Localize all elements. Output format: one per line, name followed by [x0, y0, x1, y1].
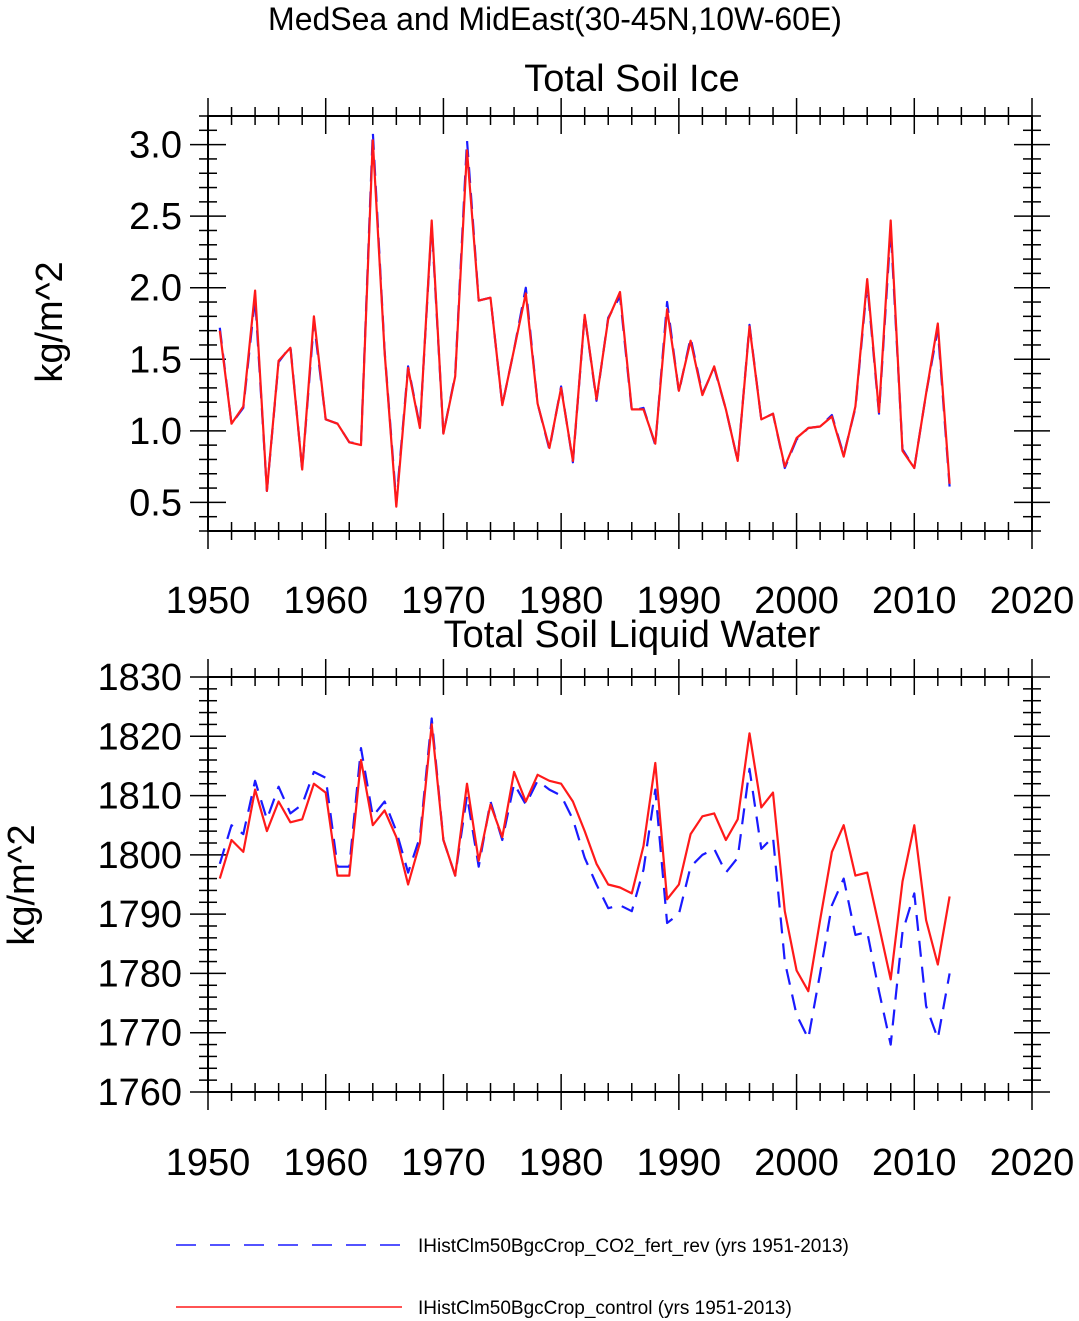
y-tick-label: 1760 [97, 1072, 182, 1114]
x-tick-label: 1960 [283, 1142, 368, 1184]
panel-title: Total Soil Ice [524, 58, 739, 100]
y-tick-label: 1.5 [129, 339, 182, 381]
y-tick-label: 0.5 [129, 482, 182, 524]
x-tick-label: 1970 [401, 1142, 486, 1184]
series-line-control [218, 139, 951, 508]
series-line-control [218, 723, 951, 993]
y-tick-label: 1800 [97, 835, 182, 877]
y-tick-label: 3.0 [129, 125, 182, 167]
panel-title: Total Soil Liquid Water [444, 614, 821, 656]
y-tick-label: 1820 [97, 716, 182, 758]
x-tick-label: 1980 [519, 1142, 604, 1184]
x-tick-label: 2010 [872, 1142, 957, 1184]
panel-total-soil-liquid-water: Total Soil Liquid Water kg/m^2 1950 1960 197… [1, 614, 1074, 1184]
x-tick-label: 2000 [754, 580, 839, 622]
x-tick-label: 1950 [166, 580, 251, 622]
figure-title: MedSea and MidEast(30-45N,10W-60E) [268, 1, 842, 37]
x-tick-label: 1990 [637, 1142, 722, 1184]
plot-frame [207, 115, 1033, 532]
y-tick-label: 2.5 [129, 196, 182, 238]
series-line-co2-fert-rev [218, 717, 951, 1046]
x-tick-label: 1960 [283, 580, 368, 622]
x-tick-label: 1970 [401, 580, 486, 622]
y-tick-label: 1.0 [129, 411, 182, 453]
x-tick-label: 1950 [166, 1142, 251, 1184]
x-tick-label: 2010 [872, 580, 957, 622]
x-tick-label: 1980 [519, 580, 604, 622]
y-tick-label: 1770 [97, 1013, 182, 1055]
y-tick-label: 2.0 [129, 268, 182, 310]
x-tick-label: 2020 [990, 580, 1075, 622]
plot-frame [207, 676, 1033, 1093]
legend-label: IHistClm50BgcCrop_control (yrs 1951-2013… [418, 1298, 792, 1319]
x-tick-label: 1990 [637, 580, 722, 622]
y-axis-label: kg/m^2 [1, 824, 43, 945]
y-tick-label: 1780 [97, 953, 182, 995]
y-axis-label: kg/m^2 [29, 261, 71, 382]
legend: IHistClm50BgcCrop_CO2_fert_rev (yrs 1951… [176, 1236, 849, 1319]
panel-total-soil-ice: Total Soil Ice kg/m^2 1950 1960 1970 1980 1990… [29, 58, 1074, 622]
y-tick-label: 1790 [97, 894, 182, 936]
x-tick-label: 2000 [754, 1142, 839, 1184]
legend-label: IHistClm50BgcCrop_CO2_fert_rev (yrs 1951… [418, 1236, 849, 1257]
y-tick-label: 1810 [97, 776, 182, 818]
y-tick-label: 1830 [97, 657, 182, 699]
x-tick-label: 2020 [990, 1142, 1075, 1184]
